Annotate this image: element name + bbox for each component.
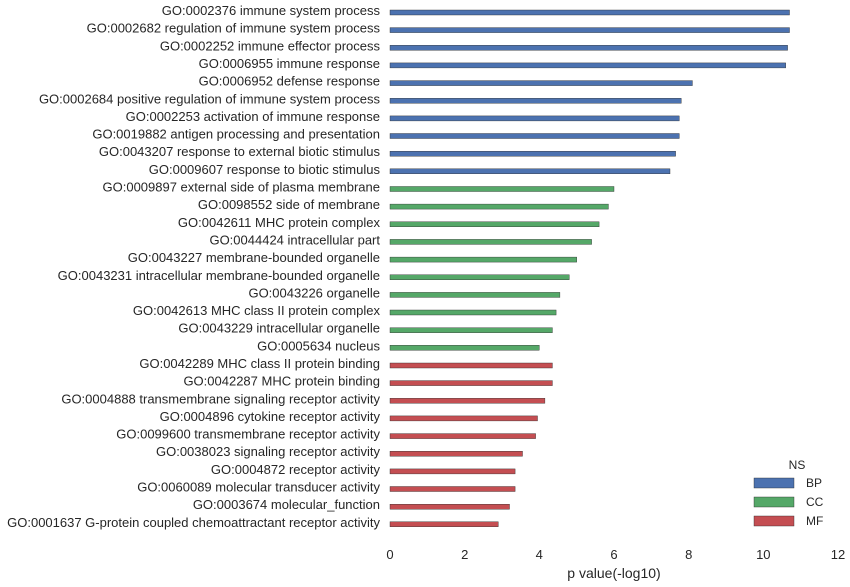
bar-bp xyxy=(389,9,790,16)
category-label: GO:0002252 immune effector process xyxy=(160,38,381,53)
bar-mf xyxy=(389,415,538,422)
bar-cc xyxy=(389,256,577,263)
legend-title: NS xyxy=(789,458,806,472)
category-label: GO:0044424 intracellular part xyxy=(209,232,380,247)
category-label: GO:0002684 positive regulation of immune… xyxy=(39,91,381,106)
category-label: GO:0004888 transmembrane signaling recep… xyxy=(61,391,380,406)
legend-label-mf: MF xyxy=(806,514,823,528)
bar-bp xyxy=(389,98,682,104)
x-tick-label: 8 xyxy=(685,547,692,562)
category-label: GO:0019882 antigen processing and presen… xyxy=(92,127,380,142)
bar-cc xyxy=(389,309,557,316)
bar-bp xyxy=(389,80,693,86)
x-tick-label: 6 xyxy=(610,547,617,562)
bar-cc xyxy=(389,274,570,280)
category-label: GO:0005634 nucleus xyxy=(257,338,380,353)
category-labels: GO:0002376 immune system process GO:00026… xyxy=(7,3,380,530)
bar-bp xyxy=(389,27,790,33)
bar-cc xyxy=(389,186,615,192)
legend-label-bp: BP xyxy=(806,476,822,490)
bar-bp xyxy=(389,133,680,139)
category-label: GO:0043207 response to external biotic s… xyxy=(99,144,381,159)
category-label: GO:0038023 signaling receptor activity xyxy=(156,444,381,459)
bar-mf xyxy=(389,504,510,510)
bar-cc xyxy=(389,292,561,298)
x-tick-label: 0 xyxy=(386,547,393,562)
category-label: GO:0002682 regulation of immune system p… xyxy=(87,21,381,36)
x-tick-label: 10 xyxy=(756,547,770,562)
bar-bp xyxy=(389,168,671,175)
category-label: GO:0043227 membrane-bounded organelle xyxy=(128,250,380,265)
x-tick-label: 2 xyxy=(461,547,468,562)
category-label: GO:0098552 side of membrane xyxy=(198,197,380,212)
bar-bp xyxy=(389,115,680,122)
bar-cc xyxy=(389,239,592,245)
category-label: GO:0042289 MHC class II protein binding xyxy=(139,356,380,371)
legend-swatch-cc xyxy=(753,496,795,508)
category-label: GO:0042613 MHC class II protein complex xyxy=(133,303,381,318)
bar-mf xyxy=(389,362,553,369)
bar-mf xyxy=(389,433,536,439)
bar-mf xyxy=(389,486,516,492)
category-label: GO:0001637 G-protein coupled chemoattrac… xyxy=(7,515,380,530)
category-label: GO:0002253 activation of immune response xyxy=(126,109,380,124)
legend-label-cc: CC xyxy=(806,495,824,509)
category-label: GO:0042287 MHC protein binding xyxy=(183,374,380,389)
bar-bp xyxy=(389,45,788,51)
category-label: GO:0060089 molecular transducer activity xyxy=(137,480,380,495)
category-label: GO:0042611 MHC protein complex xyxy=(178,215,381,230)
category-label: GO:0009607 response to biotic stimulus xyxy=(149,162,381,177)
category-label: GO:0043231 intracellular membrane-bounde… xyxy=(58,268,380,283)
bars-group xyxy=(389,9,790,527)
bar-mf xyxy=(389,451,523,457)
x-axis: 0 2 4 6 8 10 12 xyxy=(386,547,845,562)
category-label: GO:0003674 molecular_function xyxy=(193,497,380,512)
x-tick-label: 12 xyxy=(831,547,845,562)
category-label: GO:0004872 receptor activity xyxy=(211,462,381,477)
bar-mf xyxy=(389,468,516,475)
legend-swatch-mf xyxy=(753,515,795,527)
category-label: GO:0004896 cytokine receptor activity xyxy=(160,409,381,424)
bar-bp xyxy=(389,150,676,157)
category-label: GO:0099600 transmembrane receptor activi… xyxy=(116,427,380,442)
bar-mf xyxy=(389,380,553,386)
legend: NS BP CC MF xyxy=(753,458,824,528)
bar-cc xyxy=(389,345,540,351)
category-label: GO:0006955 immune response xyxy=(199,56,380,71)
bar-cc xyxy=(389,221,600,228)
x-tick-label: 4 xyxy=(536,547,543,562)
bar-bp xyxy=(389,62,786,69)
bar-mf xyxy=(389,521,499,527)
category-label: GO:0006952 defense response xyxy=(199,74,380,89)
category-label: GO:0043229 intracellular organelle xyxy=(178,321,380,336)
category-label: GO:0009897 external side of plasma membr… xyxy=(103,180,381,195)
legend-swatch-bp xyxy=(753,477,795,489)
category-label: GO:0043226 organelle xyxy=(248,285,380,300)
bar-cc xyxy=(389,327,553,333)
bar-mf xyxy=(389,398,546,404)
x-axis-label: p value(-log10) xyxy=(567,565,660,581)
bar-cc xyxy=(389,203,609,210)
category-label: GO:0002376 immune system process xyxy=(162,3,381,18)
